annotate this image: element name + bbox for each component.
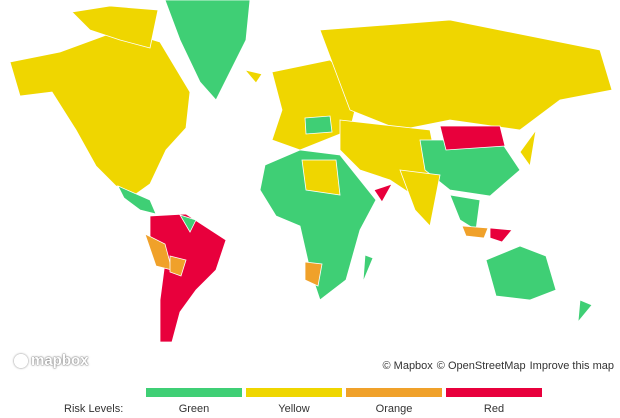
legend-swatch [246,388,342,397]
country [259,149,377,301]
country [243,69,263,84]
world-map [9,0,613,343]
attribution-link[interactable]: © Mapbox [382,360,433,372]
country [449,194,481,231]
country [169,255,187,277]
legend-title: Risk Levels: [64,403,124,415]
logo-icon [14,353,28,368]
attribution: © Mapbox © OpenStreetMap Improve this ma… [383,360,615,372]
country [362,254,374,283]
legend-swatch [146,388,242,397]
country [301,159,341,196]
country [164,0,251,101]
legend-swatch [446,388,542,397]
legend-label: Red [483,403,505,415]
country [71,5,159,49]
country [485,245,557,301]
country [519,129,537,168]
attribution-link[interactable]: Improve this map [529,360,614,372]
country [304,115,333,135]
country [461,225,489,239]
legend-item: Red [446,388,542,415]
mapbox-logo[interactable]: mapbox [14,352,89,369]
country [149,213,227,343]
country [179,214,197,233]
country [489,227,513,243]
country [399,169,441,227]
legend-item: Yellow [246,388,342,415]
attribution-link[interactable]: © OpenStreetMap [436,360,526,372]
legend: Risk Levels: Green Yellow Orange Red [0,388,620,418]
country [577,299,593,324]
legend-item: Orange [346,388,442,415]
legend-swatch [346,388,442,397]
country [304,261,323,287]
country [439,125,506,151]
countries [9,0,613,343]
country [373,183,393,203]
country [9,29,191,195]
legend-label: Yellow [278,403,310,415]
legend-label: Green [178,403,210,415]
legend-item: Green [146,388,242,415]
logo-text: mapbox [31,352,89,369]
legend-label: Orange [375,403,413,415]
country [117,185,157,215]
country [319,19,613,131]
